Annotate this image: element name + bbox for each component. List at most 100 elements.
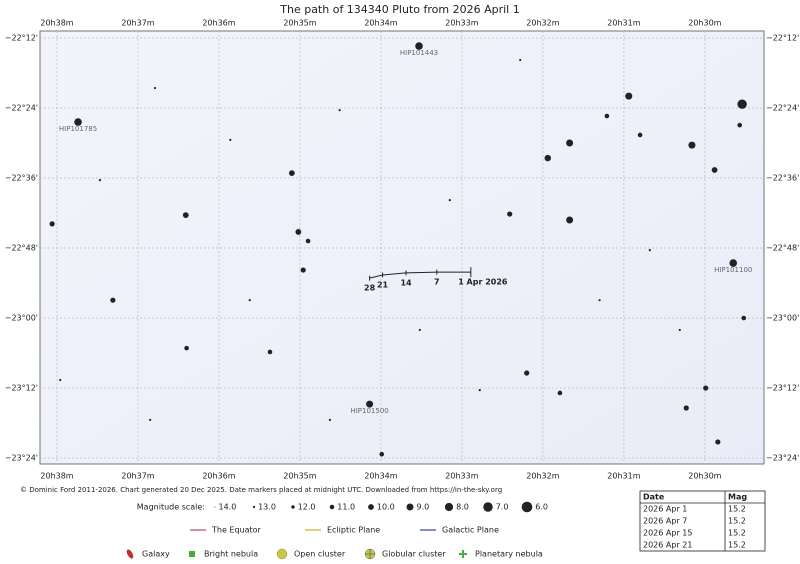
mag-dot — [252, 505, 256, 509]
date-label: 14 — [400, 278, 412, 287]
star — [507, 211, 513, 217]
x-tick-label: 20h33m — [445, 472, 478, 481]
star-label: HIP101443 — [400, 49, 438, 57]
mag-dot — [444, 502, 454, 512]
table-frame — [639, 490, 766, 552]
table-cell: 15.2 — [728, 529, 746, 538]
star — [379, 451, 385, 457]
y-tick-label: −23°00' — [5, 314, 38, 323]
plot-area — [39, 30, 765, 465]
star-label: HIP101500 — [350, 407, 388, 415]
x-tick-label: 20h30m — [688, 19, 721, 28]
mag-dot — [483, 502, 493, 512]
star — [703, 385, 709, 391]
star — [715, 439, 721, 445]
star — [566, 139, 574, 147]
star — [98, 179, 102, 182]
star — [648, 249, 651, 252]
table-cell: 15.2 — [728, 541, 746, 550]
y-tick-label: −22°12' — [5, 34, 38, 43]
mag-label: 13.0 — [258, 503, 276, 512]
y-tick-label: −22°24' — [766, 104, 799, 113]
star — [300, 267, 306, 273]
table-header: Date — [643, 493, 665, 502]
star — [478, 389, 481, 392]
x-tick-label: 20h37m — [121, 19, 154, 28]
star — [683, 405, 689, 411]
star — [566, 216, 574, 224]
star — [598, 299, 601, 302]
date-label: 1 Apr 2026 — [458, 278, 508, 287]
star — [418, 328, 421, 332]
star — [625, 92, 633, 100]
table-cell: 2026 Apr 7 — [643, 517, 687, 526]
mag-label: 14.0 — [219, 503, 237, 512]
mag-dot — [329, 504, 335, 510]
mag-dot — [291, 505, 295, 509]
star — [328, 418, 332, 421]
star — [737, 99, 747, 109]
y-tick-label: −22°48' — [5, 244, 38, 253]
globular-cross — [365, 549, 375, 559]
chart-title: The path of 134340 Pluto from 2026 April… — [279, 3, 519, 16]
star — [688, 141, 696, 149]
mag-dot — [406, 503, 414, 511]
date-label: 28 — [364, 284, 376, 293]
star — [448, 198, 451, 202]
mag-dot — [521, 501, 533, 513]
legend-label: The Equator — [211, 526, 262, 535]
galaxy-icon — [126, 549, 134, 559]
star — [110, 297, 116, 303]
nebula-icon — [189, 551, 195, 557]
star — [149, 418, 152, 421]
mag-label: 7.0 — [496, 503, 509, 512]
mag-dot — [214, 506, 216, 508]
planetary-icon — [459, 550, 467, 558]
table-cell: 15.2 — [728, 517, 746, 526]
y-tick-label: −23°00' — [766, 314, 799, 323]
legend-label: Galactic Plane — [442, 526, 499, 535]
star — [604, 113, 610, 119]
y-tick-label: −22°24' — [5, 104, 38, 113]
star — [524, 370, 530, 376]
named-star — [415, 42, 423, 50]
date-label: 7 — [434, 278, 440, 287]
star — [305, 238, 311, 244]
x-tick-label: 20h31m — [607, 19, 640, 28]
legend-label: Globular cluster — [382, 550, 446, 559]
star — [184, 345, 189, 351]
legend-label: Galaxy — [142, 550, 170, 559]
date-label: 21 — [377, 280, 389, 289]
x-tick-label: 20h31m — [607, 472, 640, 481]
named-star — [74, 118, 82, 126]
y-tick-label: −22°36' — [5, 174, 38, 183]
mag-label: 8.0 — [456, 503, 469, 512]
mag-label: 9.0 — [417, 503, 430, 512]
star — [741, 315, 747, 321]
x-tick-label: 20h37m — [121, 472, 154, 481]
mag-label: 12.0 — [298, 503, 316, 512]
star — [557, 390, 563, 396]
credit: © Dominic Ford 2011-2026. Chart generate… — [20, 486, 502, 494]
mag-scale-label: Magnitude scale: — [137, 503, 205, 512]
y-tick-label: −22°36' — [766, 174, 799, 183]
x-tick-label: 20h38m — [40, 19, 73, 28]
x-tick-label: 20h33m — [445, 19, 478, 28]
star — [182, 212, 189, 219]
table-cell: 2026 Apr 15 — [643, 529, 692, 538]
y-tick-label: −23°12' — [5, 384, 38, 393]
table-header: Mag — [728, 493, 747, 502]
star — [711, 167, 718, 173]
star — [267, 349, 273, 355]
star — [288, 170, 295, 177]
star — [544, 154, 551, 162]
named-star — [729, 259, 738, 267]
named-star — [366, 400, 374, 408]
y-tick-label: −23°12' — [766, 384, 799, 393]
open-cluster-icon — [276, 548, 288, 560]
x-tick-label: 20h38m — [40, 472, 73, 481]
x-tick-label: 20h32m — [526, 19, 559, 28]
star — [737, 122, 743, 128]
y-tick-label: −23°24' — [766, 454, 799, 463]
